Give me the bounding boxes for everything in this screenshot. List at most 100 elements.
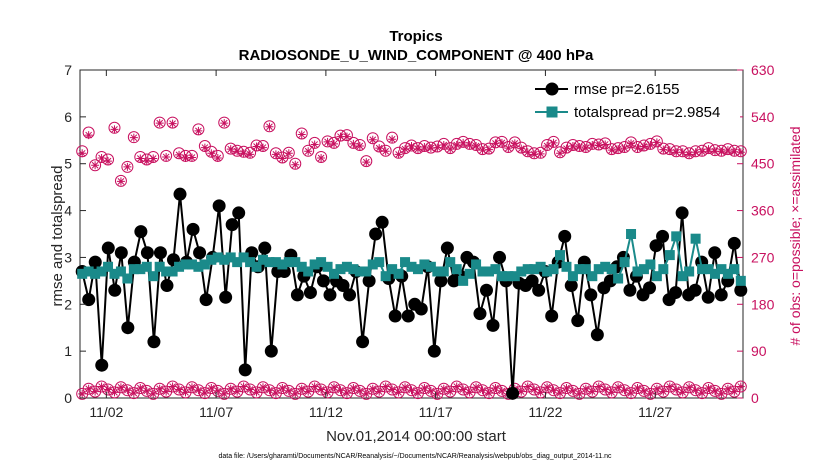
rmse-point (675, 206, 689, 220)
rmse-point (160, 279, 174, 293)
obs-assimilated-low-point (97, 382, 106, 391)
totalspread-point (322, 261, 333, 272)
obs-assimilated-low-point (304, 387, 313, 396)
obs-assimilated-low-point (659, 387, 668, 396)
totalspread-point (238, 252, 249, 263)
totalspread-point (77, 268, 88, 279)
obs-possible-low-point (224, 382, 237, 395)
obs-assimilated-low-point (723, 384, 732, 393)
obs-assimilated-point (271, 150, 280, 159)
obs-possible-low-point (114, 381, 127, 394)
obs-possible-low-point (541, 381, 554, 394)
totalspread-point (664, 250, 675, 261)
totalspread-point (490, 264, 501, 275)
obs-possible-low-point (353, 384, 366, 397)
obs-possible-point (418, 140, 431, 153)
obs-assimilated-low-point (155, 384, 164, 393)
obs-possible-point (676, 145, 689, 158)
legend-spread-marker (546, 106, 558, 118)
totalspread-point (199, 259, 210, 270)
chart-title: Tropics (389, 28, 442, 45)
rmse-point (316, 274, 330, 288)
obs-assimilated-point (220, 119, 229, 128)
rmse-point (643, 281, 657, 295)
totalspread-point (109, 268, 120, 279)
obs-possible-low-point (418, 382, 431, 395)
obs-possible-point (470, 138, 483, 151)
obs-possible-point (457, 135, 470, 148)
obs-assimilated-low-point (439, 384, 448, 393)
obs-assimilated-low-point (420, 384, 429, 393)
obs-possible-point (721, 143, 734, 156)
totalspread-point (277, 259, 288, 270)
obs-possible-low-point (618, 384, 631, 397)
totalspread-point (651, 271, 662, 282)
obs-assimilated-low-point (672, 385, 681, 394)
obs-assimilated-low-point (575, 389, 584, 398)
data-marks (75, 116, 748, 400)
rmse-point (303, 286, 317, 300)
totalspread-point (684, 266, 695, 277)
rmse-point (479, 283, 493, 297)
y-tick-label-left: 7 (64, 62, 72, 78)
x-tick-label: 11/12 (309, 404, 343, 420)
rmse-point (564, 279, 578, 293)
obs-possible-point (282, 146, 295, 159)
totalspread-point (697, 264, 708, 275)
obs-possible-low-point (263, 384, 276, 397)
obs-assimilated-low-point (368, 384, 377, 393)
totalspread-point (296, 261, 307, 272)
totalspread-point (96, 266, 107, 277)
rmse-point (336, 279, 350, 293)
totalspread-point (354, 266, 365, 277)
totalspread-point (141, 261, 152, 272)
rmse-point (219, 290, 233, 304)
obs-assimilated-low-point (129, 389, 138, 398)
y-axis-label-right: # of obs: o=possible; ×=assimilated (787, 126, 803, 345)
obs-assimilated-low-point (459, 385, 468, 394)
obs-assimilated-low-point (665, 382, 674, 391)
totalspread-point (735, 275, 746, 286)
obs-assimilated-point (672, 148, 681, 157)
obs-assimilated-point (162, 152, 171, 161)
totalspread-point (419, 259, 430, 270)
obs-assimilated-point (239, 149, 248, 158)
obs-assimilated-low-point (678, 388, 687, 397)
rmse-point (264, 344, 278, 358)
rmse-point (493, 250, 507, 264)
obs-possible-point (269, 147, 282, 160)
totalspread-point (128, 264, 139, 275)
totalspread-point (690, 233, 701, 244)
obs-assimilated-point (581, 144, 590, 153)
rmse-point (186, 222, 200, 236)
obs-assimilated-point (407, 142, 416, 151)
obs-assimilated-point (691, 148, 700, 157)
obs-possible-low-point (470, 381, 483, 394)
totalspread-point (580, 264, 591, 275)
obs-assimilated-point (665, 146, 674, 155)
obs-assimilated-point (213, 153, 222, 162)
totalspread-point (555, 250, 566, 261)
obs-assimilated-point (304, 147, 313, 156)
obs-assimilated-low-point (536, 388, 545, 397)
totalspread-point (483, 266, 494, 277)
obs-assimilated-low-point (194, 386, 203, 395)
obs-assimilated-low-point (226, 384, 235, 393)
obs-possible-point (502, 141, 515, 154)
obs-possible-point (554, 146, 567, 159)
obs-possible-point (295, 127, 308, 140)
obs-possible-low-point (592, 380, 605, 393)
obs-possible-point (663, 143, 676, 156)
obs-assimilated-point (97, 153, 106, 162)
obs-assimilated-point (523, 148, 532, 157)
totalspread-point (593, 264, 604, 275)
obs-assimilated-low-point (342, 389, 351, 398)
totalspread-point (587, 271, 598, 282)
rmse-point (473, 307, 487, 321)
obs-assimilated-low-point (394, 388, 403, 397)
obs-assimilated-point (575, 143, 584, 152)
obs-assimilated-low-point (362, 389, 371, 398)
totalspread-point (548, 264, 559, 275)
rmse-point (727, 236, 741, 250)
obs-assimilated-point (549, 138, 558, 147)
